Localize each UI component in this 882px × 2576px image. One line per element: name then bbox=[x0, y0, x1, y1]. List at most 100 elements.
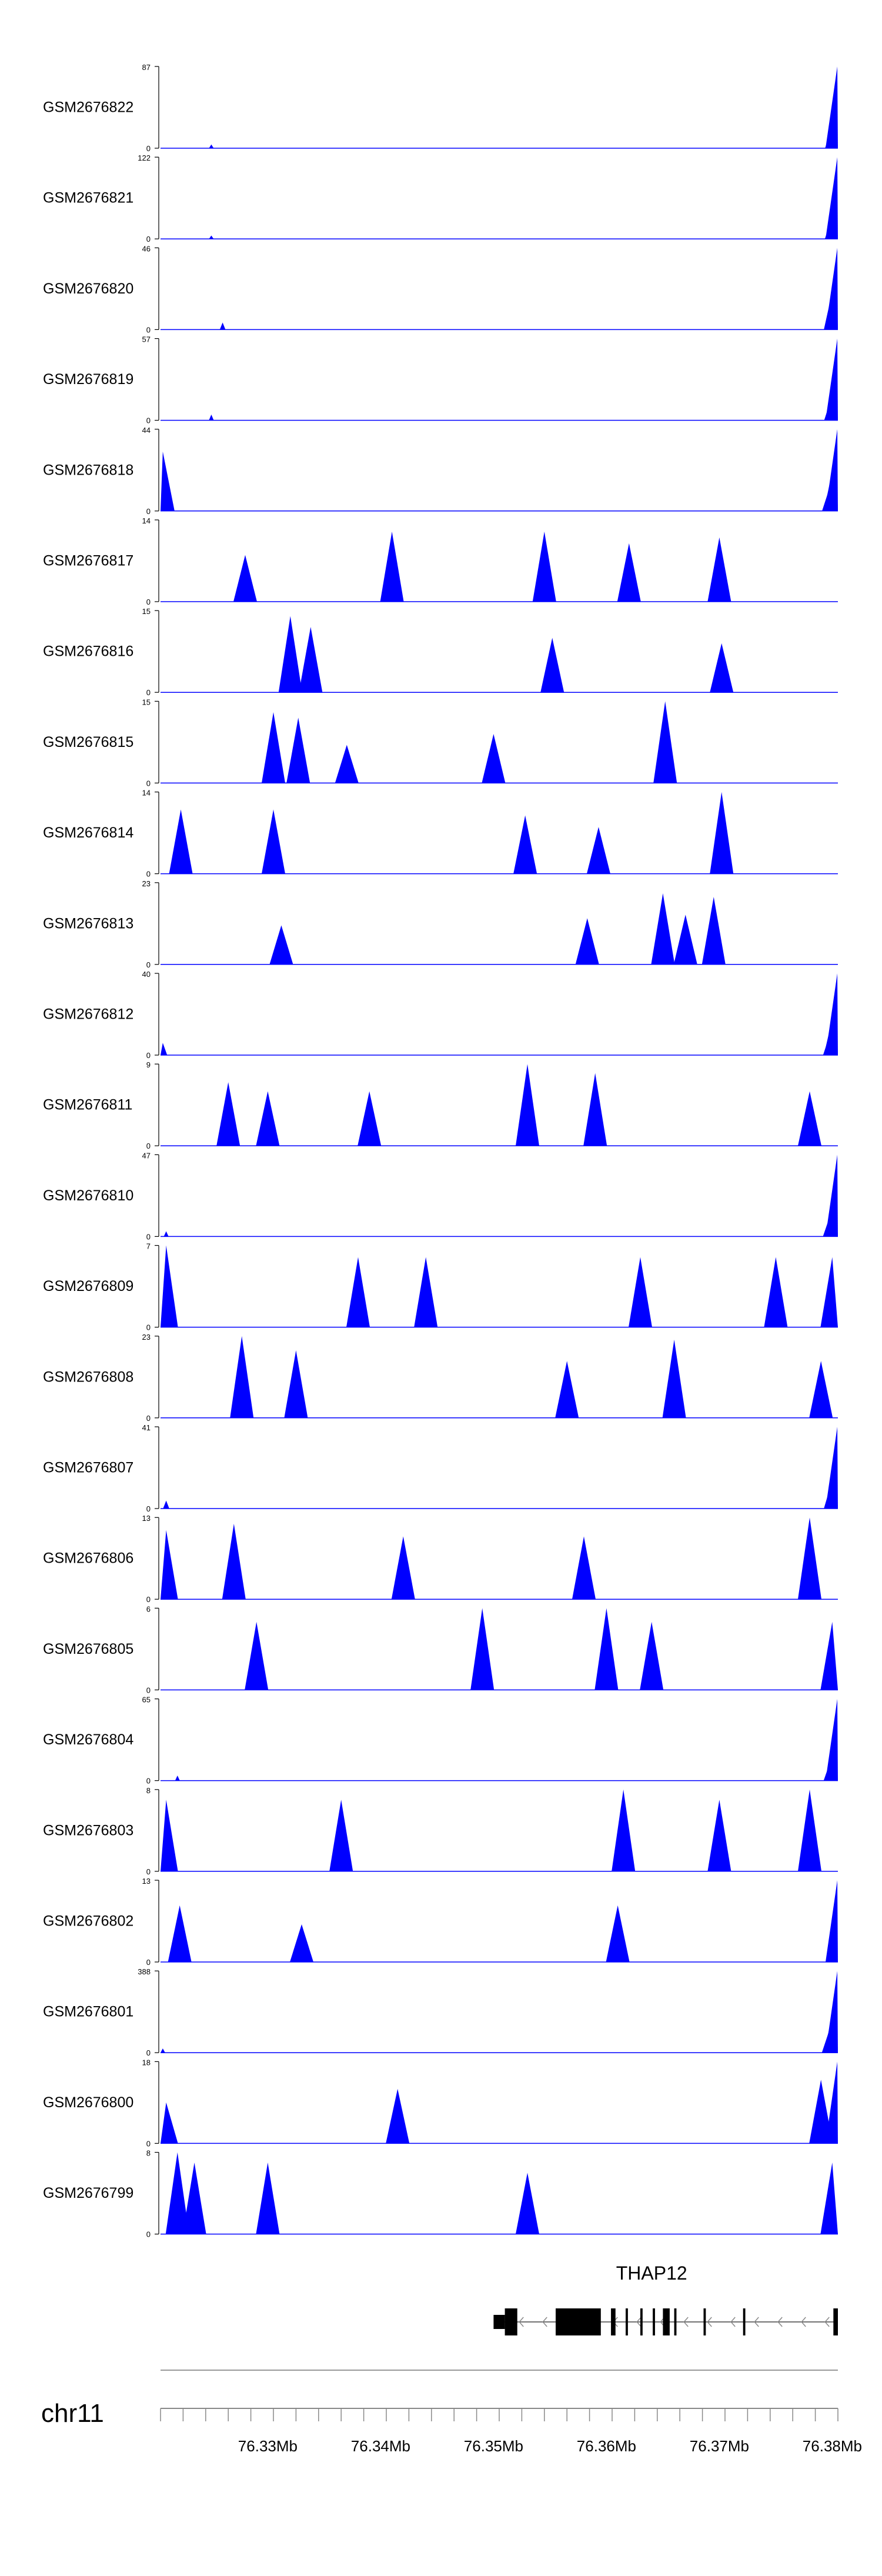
coverage-peak bbox=[219, 322, 226, 330]
y-min-label: 0 bbox=[146, 325, 151, 334]
coverage-peak bbox=[710, 792, 734, 874]
y-min-label: 0 bbox=[146, 1686, 151, 1694]
coverage-peak bbox=[824, 1489, 838, 1509]
coverage-peak bbox=[290, 1924, 313, 1962]
coverage-peak bbox=[540, 638, 564, 693]
gene-exon bbox=[556, 2308, 601, 2335]
track-GSM2676804: GSM2676804 65 0 bbox=[43, 1696, 838, 1786]
y-min-label: 0 bbox=[146, 2048, 151, 2057]
track-label: GSM2676812 bbox=[43, 1006, 133, 1023]
coverage-peak bbox=[824, 205, 838, 239]
track-label: GSM2676811 bbox=[43, 1097, 132, 1113]
strand-arrow bbox=[683, 2317, 689, 2327]
coverage-peak bbox=[161, 2048, 165, 2053]
y-max-label: 13 bbox=[142, 1514, 151, 1523]
coverage-peak bbox=[707, 1800, 731, 1871]
track-GSM2676809: GSM2676809 7 0 bbox=[43, 1242, 838, 1332]
coverage-peak bbox=[182, 2162, 206, 2234]
y-max-label: 40 bbox=[142, 970, 151, 979]
coverage-peak bbox=[163, 1500, 169, 1509]
y-max-label: 41 bbox=[142, 1423, 151, 1432]
coverage-peak bbox=[824, 276, 838, 330]
strand-arrow bbox=[707, 2317, 712, 2327]
gene-annotation-track: THAP12 bbox=[493, 2263, 838, 2335]
track-label: GSM2676821 bbox=[43, 190, 133, 206]
track-GSM2676815: GSM2676815 15 0 bbox=[43, 698, 838, 788]
gene-exon bbox=[833, 2308, 838, 2335]
y-max-label: 8 bbox=[146, 2149, 151, 2158]
coverage-peak bbox=[707, 537, 731, 602]
coverage-peak bbox=[823, 1765, 834, 1781]
track-GSM2676805: GSM2676805 6 0 bbox=[43, 1604, 838, 1694]
gene-exon bbox=[743, 2308, 746, 2335]
gene-exon bbox=[653, 2308, 655, 2335]
track-label: GSM2676814 bbox=[43, 825, 133, 841]
y-min-label: 0 bbox=[146, 1958, 151, 1967]
coverage-peak bbox=[284, 1350, 308, 1418]
x-tick-label: 76.36Mb bbox=[577, 2437, 636, 2455]
track-label: GSM2676807 bbox=[43, 1460, 133, 1476]
gene-exon bbox=[626, 2308, 628, 2335]
coverage-peak bbox=[822, 483, 838, 511]
track-GSM2676814: GSM2676814 14 0 bbox=[43, 789, 838, 879]
track-label: GSM2676800 bbox=[43, 2094, 133, 2111]
y-max-label: 6 bbox=[146, 1604, 151, 1613]
track-label: GSM2676803 bbox=[43, 1822, 133, 1838]
coverage-peak bbox=[209, 414, 214, 421]
gene-exon bbox=[505, 2308, 517, 2335]
coverage-peak bbox=[245, 1621, 269, 1690]
coverage-peak bbox=[827, 139, 835, 148]
coverage-peak bbox=[555, 1361, 579, 1418]
strand-arrow bbox=[542, 2317, 547, 2327]
coverage-peak bbox=[617, 543, 641, 602]
y-max-label: 15 bbox=[142, 607, 151, 616]
y-max-label: 23 bbox=[142, 879, 151, 888]
y-max-label: 23 bbox=[142, 1333, 151, 1342]
coverage-peak bbox=[606, 1905, 630, 1962]
y-max-label: 18 bbox=[142, 2058, 151, 2067]
y-max-label: 7 bbox=[146, 1242, 151, 1251]
y-max-label: 14 bbox=[142, 516, 151, 525]
coverage-peak bbox=[798, 1091, 821, 1146]
coverage-peak bbox=[346, 1257, 370, 1327]
coverage-peak bbox=[161, 1530, 178, 1600]
track-GSM2676800: GSM2676800 18 0 bbox=[43, 2058, 838, 2148]
track-label: GSM2676799 bbox=[43, 2185, 133, 2201]
coverage-peak bbox=[821, 2031, 836, 2053]
track-label: GSM2676802 bbox=[43, 1913, 133, 1930]
coverage-peak bbox=[532, 531, 556, 602]
track-GSM2676810: GSM2676810 47 0 bbox=[43, 1151, 838, 1241]
y-min-label: 0 bbox=[146, 144, 151, 153]
coverage-peak bbox=[828, 231, 834, 239]
coverage-peak bbox=[809, 1361, 833, 1418]
track-GSM2676801: GSM2676801 388 0 bbox=[43, 1967, 838, 2057]
coverage-peak bbox=[222, 1523, 246, 1600]
coverage-peak bbox=[701, 896, 726, 965]
coverage-peak bbox=[809, 2080, 833, 2144]
y-min-label: 0 bbox=[146, 870, 151, 879]
chromosome-axis: chr11 76.33Mb 76.34Mb 76.35Mb 76.36Mb 76.37M… bbox=[41, 2370, 862, 2455]
coverage-peak bbox=[414, 1257, 438, 1327]
coverage-peak bbox=[594, 1608, 619, 1690]
y-min-label: 0 bbox=[146, 688, 151, 697]
track-GSM2676816: GSM2676816 15 0 bbox=[43, 607, 838, 697]
gene-exon bbox=[640, 2308, 643, 2335]
track-label: GSM2676817 bbox=[43, 553, 133, 569]
strand-arrow bbox=[730, 2317, 736, 2327]
track-GSM2676821: GSM2676821 122 0 bbox=[43, 154, 838, 243]
track-GSM2676807: GSM2676807 41 0 bbox=[43, 1423, 838, 1513]
coverage-peak bbox=[572, 1536, 596, 1600]
coverage-peak bbox=[516, 1064, 539, 1146]
track-label: GSM2676808 bbox=[43, 1369, 133, 1385]
track-label: GSM2676818 bbox=[43, 462, 133, 478]
coverage-tracks: GSM2676822870GSM26768211220GSM2676820460… bbox=[43, 63, 838, 2239]
y-max-label: 65 bbox=[142, 1696, 151, 1704]
track-label: GSM2676804 bbox=[43, 1731, 133, 1748]
track-GSM2676808: GSM2676808 23 0 bbox=[43, 1333, 838, 1423]
gene-exon bbox=[611, 2308, 616, 2335]
coverage-peak bbox=[764, 1257, 788, 1327]
strand-arrow bbox=[801, 2317, 806, 2327]
strand-arrow bbox=[636, 2317, 642, 2327]
track-GSM2676806: GSM2676806 13 0 bbox=[43, 1514, 838, 1604]
coverage-peak bbox=[209, 235, 214, 239]
